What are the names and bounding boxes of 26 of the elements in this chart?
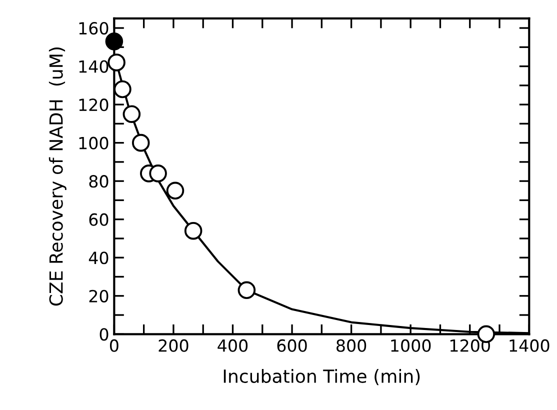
x-tick-label: 0 xyxy=(110,339,118,352)
y-tick-label: 0 xyxy=(100,328,108,341)
y-tick-label: 40 xyxy=(88,252,108,264)
y-tick-label: 20 xyxy=(89,290,108,302)
x-tick-label: 400 xyxy=(218,339,248,352)
x-tick-label: 1000 xyxy=(391,339,431,352)
x-axis-title: Incubation Time (min) xyxy=(224,369,420,386)
y-tick-label: 100 xyxy=(79,136,108,150)
point xyxy=(132,134,150,152)
point xyxy=(108,54,126,72)
point xyxy=(114,80,132,98)
y-tick-label: 160 xyxy=(79,22,108,35)
y-tick-label: 120 xyxy=(79,98,108,112)
point xyxy=(149,164,167,182)
point xyxy=(122,105,141,124)
x-tick-label: 600 xyxy=(277,339,307,352)
x-tick-label: 800 xyxy=(336,339,366,352)
x-tick-label: 200 xyxy=(158,339,188,352)
x-tick-label: 1400 xyxy=(510,339,550,352)
y-tick-label: 140 xyxy=(79,60,108,73)
point xyxy=(166,182,184,200)
point xyxy=(238,281,256,300)
y-tick-label: 60 xyxy=(89,213,108,226)
point xyxy=(184,222,202,240)
y-tick-label: 80 xyxy=(89,175,108,188)
y-axis-title: CZE Recovery of NADH (uM) xyxy=(48,48,66,306)
